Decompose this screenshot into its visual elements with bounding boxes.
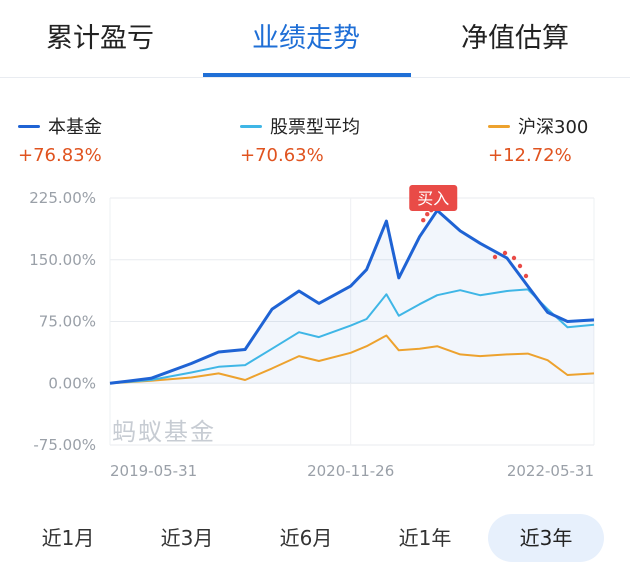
legend-item-csi300: 沪深300 +12.72% xyxy=(488,113,588,169)
legend-label-stock-average: 股票型平均 xyxy=(270,117,360,138)
period-1-month[interactable]: 近1月 xyxy=(41,526,95,550)
tab-cumulative-pnl[interactable]: 累计盈亏 xyxy=(46,23,154,54)
legend-value-csi300: +12.72% xyxy=(488,145,572,166)
series-area-fund xyxy=(110,210,594,384)
y-tick-label: 75.00% xyxy=(39,313,96,331)
legend-value-fund: +76.83% xyxy=(18,145,102,166)
position-marker-dot xyxy=(511,255,517,261)
legend-item-stock-average: 股票型平均 +70.63% xyxy=(240,113,360,169)
legend-label-csi300: 沪深300 xyxy=(518,117,589,138)
position-marker-dot xyxy=(523,273,529,279)
period-6-months[interactable]: 近6月 xyxy=(279,526,333,550)
period-1-year[interactable]: 近1年 xyxy=(398,526,452,550)
x-tick-label: 2019-05-31 xyxy=(110,462,197,480)
buy-marker-dot xyxy=(425,212,430,217)
legend-swatch-fund xyxy=(18,124,40,128)
buy-marker: 买入 xyxy=(409,185,529,279)
legend-swatch-csi300 xyxy=(488,124,510,128)
buy-marker-dot xyxy=(429,208,434,213)
legend-swatch-stock-average xyxy=(240,124,262,128)
buy-marker-label: 买入 xyxy=(417,189,449,208)
chart-series xyxy=(109,208,595,385)
tab-performance-trend[interactable]: 业绩走势 xyxy=(252,23,360,54)
active-tab-indicator xyxy=(203,73,411,77)
y-tick-label: 225.00% xyxy=(29,189,96,207)
buy-marker-dot xyxy=(421,218,426,223)
period-selector: 近1月 近3月 近6月 近1年 近3年 xyxy=(0,500,630,564)
period-3-years[interactable]: 近3年 xyxy=(488,514,604,562)
chart-grid xyxy=(109,197,595,446)
position-marker-dot xyxy=(517,263,523,269)
legend-label-fund: 本基金 xyxy=(48,117,102,138)
y-tick-label: 150.00% xyxy=(29,251,96,269)
position-marker-dot xyxy=(492,254,498,260)
position-marker-dot xyxy=(502,250,508,256)
legend-item-fund: 本基金 +76.83% xyxy=(18,113,102,169)
x-tick-label: 2020-11-26 xyxy=(307,462,394,480)
x-tick-label: 2022-05-31 xyxy=(507,462,594,480)
period-3-months[interactable]: 近3月 xyxy=(160,526,214,550)
y-tick-label: -75.00% xyxy=(33,436,96,454)
tab-bar: 累计盈亏 业绩走势 净值估算 xyxy=(0,0,630,78)
x-axis-ticks: 2019-05-31 2020-11-26 2022-05-31 xyxy=(110,462,594,480)
legend-value-stock-average: +70.63% xyxy=(240,145,324,166)
buy-marker-badge xyxy=(409,185,458,211)
y-axis-ticks: 225.00% 150.00% 75.00% 0.00% -75.00% xyxy=(29,189,96,454)
tab-nav-estimate[interactable]: 净值估算 xyxy=(461,23,569,54)
watermark: 蚂蚁基金 xyxy=(112,418,216,446)
y-tick-label: 0.00% xyxy=(48,374,96,392)
performance-chart[interactable]: 225.00% 150.00% 75.00% 0.00% -75.00% 2019-05… xyxy=(0,180,630,490)
